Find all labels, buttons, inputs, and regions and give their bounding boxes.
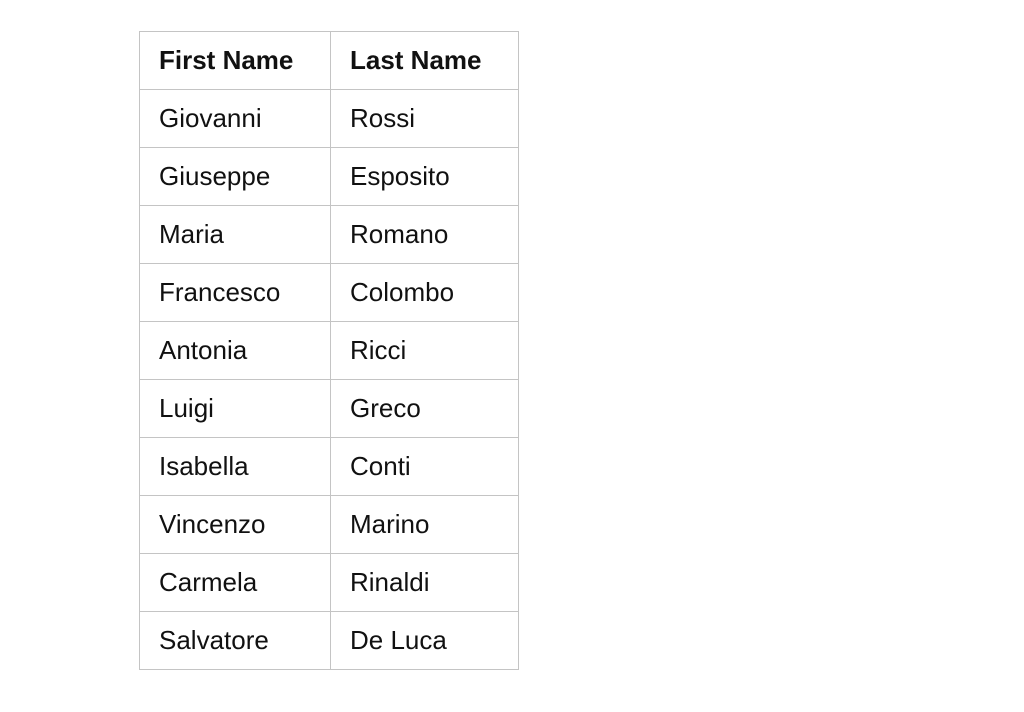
first-name-cell: Francesco	[139, 263, 331, 322]
table-row: Giovanni Rossi	[139, 89, 519, 148]
last-name-cell: Esposito	[330, 147, 519, 206]
first-name-cell: Maria	[139, 205, 331, 264]
table-row: Isabella Conti	[139, 437, 519, 496]
table-row: Giuseppe Esposito	[139, 147, 519, 206]
last-name-cell: De Luca	[330, 611, 519, 670]
header-first-name: First Name	[139, 31, 331, 90]
first-name-cell: Giovanni	[139, 89, 331, 148]
table-row: Antonia Ricci	[139, 321, 519, 380]
table-row: Vincenzo Marino	[139, 495, 519, 554]
last-name-cell: Rossi	[330, 89, 519, 148]
last-name-cell: Colombo	[330, 263, 519, 322]
first-name-cell: Salvatore	[139, 611, 331, 670]
first-name-cell: Giuseppe	[139, 147, 331, 206]
last-name-cell: Marino	[330, 495, 519, 554]
header-last-name: Last Name	[330, 31, 519, 90]
last-name-cell: Rinaldi	[330, 553, 519, 612]
table-row: Francesco Colombo	[139, 263, 519, 322]
last-name-cell: Conti	[330, 437, 519, 496]
names-table: First Name Last Name Giovanni Rossi Giusep…	[139, 31, 519, 670]
first-name-cell: Luigi	[139, 379, 331, 438]
last-name-cell: Ricci	[330, 321, 519, 380]
last-name-cell: Romano	[330, 205, 519, 264]
table-row: Carmela Rinaldi	[139, 553, 519, 612]
first-name-cell: Antonia	[139, 321, 331, 380]
table-row: Luigi Greco	[139, 379, 519, 438]
table-row: Salvatore De Luca	[139, 611, 519, 670]
first-name-cell: Carmela	[139, 553, 331, 612]
last-name-cell: Greco	[330, 379, 519, 438]
first-name-cell: Vincenzo	[139, 495, 331, 554]
first-name-cell: Isabella	[139, 437, 331, 496]
table-row: Maria Romano	[139, 205, 519, 264]
table-header-row: First Name Last Name	[139, 31, 519, 90]
